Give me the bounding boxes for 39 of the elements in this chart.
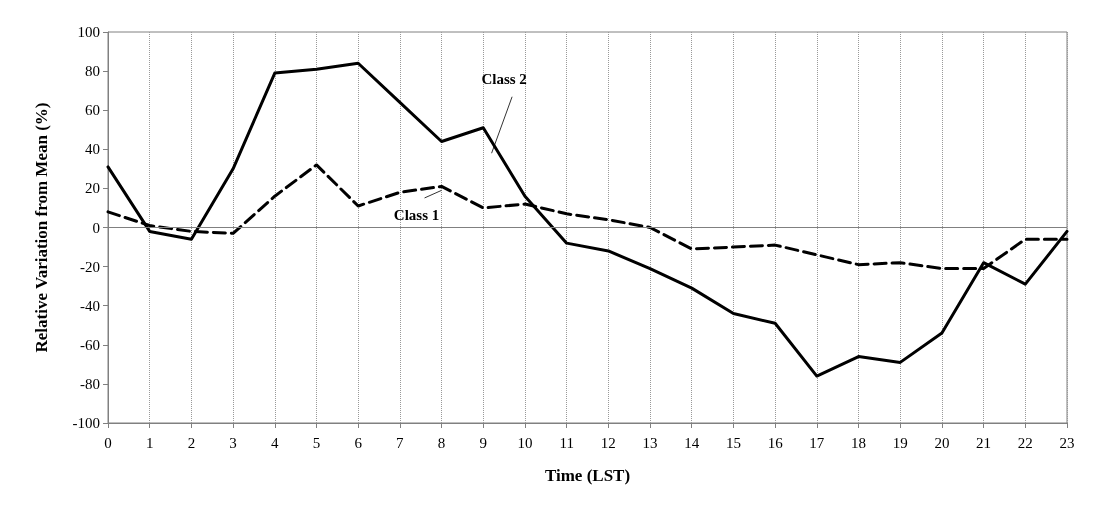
x-tick-label: 1 — [145, 434, 154, 451]
x-tick-label: 7 — [396, 434, 405, 451]
x-tick-label: 16 — [767, 434, 784, 451]
y-tick-label: -100 — [72, 415, 100, 431]
x-tick-label: 2 — [187, 434, 196, 451]
y-tick-label: 0 — [92, 219, 100, 236]
y-tick-label: -60 — [80, 336, 100, 353]
x-tick-label: 23 — [1059, 434, 1075, 451]
x-tick-label: 14 — [684, 434, 700, 451]
y-tick-label: -40 — [80, 297, 100, 314]
y-tick-label: 20 — [85, 180, 100, 197]
text: Class 2 — [481, 71, 527, 88]
x-tick-label: 21 — [976, 434, 992, 451]
x-tick-label: 13 — [642, 434, 658, 451]
x-tick-label: 6 — [354, 434, 363, 451]
x-tick-label: 19 — [892, 434, 908, 451]
x-tick-label: 8 — [437, 434, 446, 451]
y-tick-label: 40 — [85, 141, 100, 158]
x-tick-label: 5 — [312, 434, 321, 451]
x-tick-label: 17 — [809, 434, 825, 451]
y-axis-title: Relative Variation from Mean (%) — [32, 102, 51, 353]
x-axis-title: Time (LST) — [544, 466, 631, 485]
x-tick-label: 11 — [559, 434, 574, 451]
x-tick-label: 20 — [934, 434, 950, 451]
x-tick-label: 10 — [517, 434, 533, 451]
y-tick-label: -80 — [80, 375, 100, 392]
x-tick-label: 3 — [229, 434, 237, 451]
y-tick-label: 60 — [85, 102, 100, 119]
y-tick-label: 80 — [85, 63, 100, 80]
x-tick-label: 9 — [479, 434, 488, 451]
x-tick-label: 15 — [725, 434, 741, 451]
series-label: Class 1 — [393, 207, 440, 224]
x-tick-label: 22 — [1017, 434, 1033, 451]
y-tick-label: 100 — [77, 24, 100, 40]
x-tick-label: 0 — [104, 434, 112, 451]
x-tick-label: 18 — [851, 434, 867, 451]
y-tick-label: -20 — [80, 258, 100, 275]
x-tick-label: 12 — [600, 434, 616, 451]
x-tick-label: 4 — [271, 434, 280, 451]
